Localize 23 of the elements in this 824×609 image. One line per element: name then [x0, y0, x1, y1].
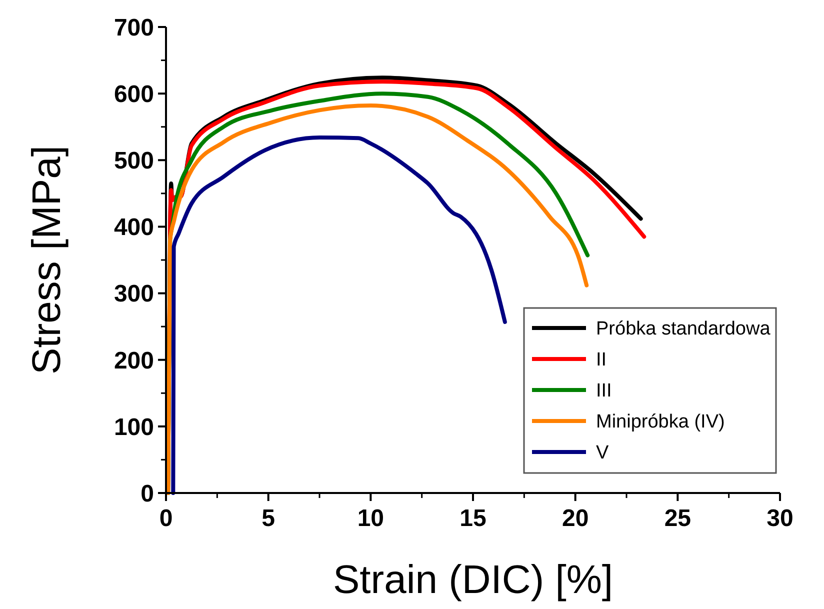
- y-tick-label: 0: [140, 480, 154, 508]
- line-series: [171, 136, 507, 495]
- y-tick-label: 300: [114, 280, 154, 308]
- legend-label: II: [596, 350, 607, 371]
- x-axis-title: Strain (DIC) [%]: [332, 558, 614, 602]
- y-tick-label: 500: [114, 148, 154, 175]
- y-tick-label: 100: [114, 414, 154, 441]
- x-tick-label: 5: [262, 505, 276, 532]
- y-tick-label: 700: [114, 14, 154, 42]
- x-tick-label: 30: [766, 505, 794, 532]
- y-tick-label: 400: [114, 214, 154, 242]
- y-axis-title: Stress [MPa]: [25, 146, 69, 374]
- y-tick-label: 200: [114, 347, 154, 374]
- x-tick-label: 25: [664, 505, 692, 532]
- x-tick-label: 0: [159, 505, 173, 532]
- x-tick-label: 15: [460, 505, 486, 532]
- legend-label: V: [596, 442, 609, 464]
- x-tick-label: 20: [562, 505, 589, 532]
- y-tick-label: 600: [114, 80, 154, 108]
- legend-label: III: [596, 380, 612, 402]
- legend-label: Minipróbka (IV): [596, 412, 725, 433]
- legend-label: Próbka standardowa: [596, 318, 771, 340]
- x-tick-label: 10: [357, 505, 384, 532]
